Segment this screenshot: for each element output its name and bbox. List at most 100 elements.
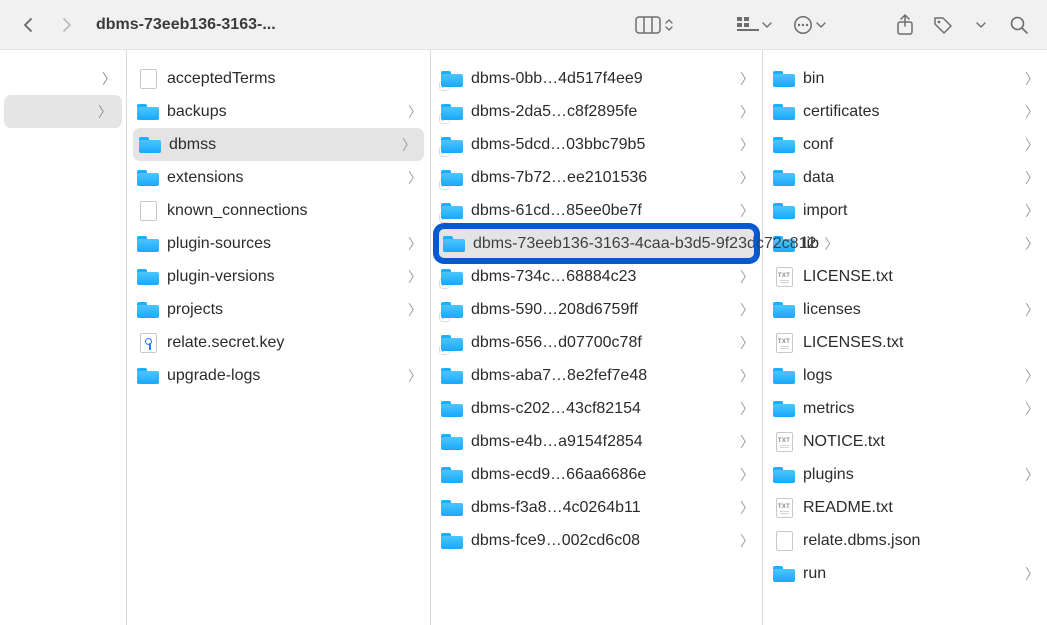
list-item[interactable]: relate.dbms.json <box>763 524 1047 557</box>
list-item[interactable]: projects 〉 <box>127 293 430 326</box>
folder-icon <box>137 366 159 386</box>
list-item[interactable]: ↗dbms-61cd…85ee0be7f〉 <box>431 194 762 227</box>
list-item[interactable]: conf 〉 <box>763 128 1047 161</box>
chevron-right-icon: 〉 <box>1025 465 1039 485</box>
list-item-label: dbms-734c…68884c23 <box>471 268 732 286</box>
chevron-right-icon: 〉 <box>740 432 754 452</box>
text-file-icon <box>773 498 795 518</box>
list-item[interactable]: relate.secret.key <box>127 326 430 359</box>
column-1[interactable]: acceptedTerms backups〉dbmss〉extensions〉kn… <box>127 50 431 625</box>
column-0[interactable]: 〉〉 <box>0 50 127 625</box>
list-item[interactable]: metrics〉 <box>763 392 1047 425</box>
list-item[interactable]: ↗dbms-2da5…c8f2895fe〉 <box>431 95 762 128</box>
folder-icon <box>137 234 159 254</box>
column-2[interactable]: ↗dbms-0bb…4d517f4ee9〉↗dbms-2da5…c8f2895f… <box>431 50 763 625</box>
list-item-label: dbms-c202…43cf82154 <box>471 400 732 418</box>
chevron-right-icon: 〉 <box>740 102 754 122</box>
list-item[interactable]: plugins〉 <box>763 458 1047 491</box>
share-button[interactable] <box>891 11 919 39</box>
folder-icon <box>441 399 463 419</box>
list-item[interactable]: LICENSE.txt <box>763 260 1047 293</box>
list-item[interactable]: import〉 <box>763 194 1047 227</box>
list-item[interactable]: acceptedTerms <box>127 62 430 95</box>
chevron-right-icon: 〉 <box>1025 168 1039 188</box>
folder-alias-icon: ↗ <box>441 135 463 155</box>
chevron-right-icon: 〉 <box>740 498 754 518</box>
list-item[interactable]: dbms-aba7…8e2fef7e48〉 <box>431 359 762 392</box>
list-item[interactable]: ↗dbms-5dcd…03bbc79b5〉 <box>431 128 762 161</box>
list-item[interactable]: upgrade-logs〉 <box>127 359 430 392</box>
list-item[interactable]: logs〉 <box>763 359 1047 392</box>
search-button[interactable] <box>1005 11 1033 39</box>
list-item[interactable]: data〉 <box>763 161 1047 194</box>
chevron-right-icon: 〉 <box>740 69 754 89</box>
folder-alias-icon: ↗ <box>441 168 463 188</box>
list-item[interactable]: NOTICE.txt <box>763 425 1047 458</box>
overflow-dropdown-button[interactable] <box>967 11 995 39</box>
list-item[interactable]: ↗ dbms-734c…68884c23 〉 <box>431 260 762 293</box>
folder-icon <box>773 201 795 221</box>
list-item-label: plugin-versions <box>167 268 400 286</box>
list-item[interactable]: ↗dbms-656…d07700c78f〉 <box>431 326 762 359</box>
list-item-label: acceptedTerms <box>167 70 422 88</box>
nav-back-button[interactable] <box>14 11 42 39</box>
list-item[interactable]: ↗dbms-590…208d6759ff〉 <box>431 293 762 326</box>
list-item[interactable]: README.txt <box>763 491 1047 524</box>
chevron-right-icon: 〉 <box>740 465 754 485</box>
list-item[interactable]: LICENSES.txt <box>763 326 1047 359</box>
folder-icon <box>137 102 159 122</box>
folder-alias-icon: ↗ <box>441 267 463 287</box>
sidebar-item[interactable]: 〉 <box>4 95 122 128</box>
chevron-right-icon: 〉 <box>102 69 116 89</box>
nav-forward-button[interactable] <box>52 11 80 39</box>
list-item[interactable]: dbms-fce9…002cd6c08〉 <box>431 524 762 557</box>
toolbar: dbms-73eeb136-3163-... <box>0 0 1047 50</box>
list-item[interactable]: dbms-73eeb136-3163-4caa-b3d5-9f23dc72c81… <box>437 227 756 260</box>
key-file-icon <box>137 333 159 353</box>
action-menu-button[interactable] <box>793 15 827 35</box>
list-item[interactable]: ↗dbms-0bb…4d517f4ee9〉 <box>431 62 762 95</box>
list-item[interactable]: dbms-f3a8…4c0264b11〉 <box>431 491 762 524</box>
list-item[interactable]: extensions〉 <box>127 161 430 194</box>
list-item[interactable]: certificates〉 <box>763 95 1047 128</box>
sidebar-item[interactable]: 〉 <box>0 62 126 95</box>
list-item[interactable]: bin〉 <box>763 62 1047 95</box>
list-item-label: conf <box>803 136 1017 154</box>
list-item[interactable]: backups〉 <box>127 95 430 128</box>
list-item[interactable]: known_connections <box>127 194 430 227</box>
list-item-label: LICENSES.txt <box>803 334 1039 352</box>
view-columns-button[interactable] <box>635 16 675 34</box>
list-item-label: dbms-7b72…ee2101536 <box>471 169 732 187</box>
list-item-label: NOTICE.txt <box>803 433 1039 451</box>
list-item[interactable]: dbms-ecd9…66aa6686e〉 <box>431 458 762 491</box>
group-by-button[interactable] <box>737 17 773 33</box>
list-item[interactable]: ↗dbms-7b72…ee2101536〉 <box>431 161 762 194</box>
list-item[interactable]: plugin-versions〉 <box>127 260 430 293</box>
list-item-label: projects <box>167 301 400 319</box>
folder-icon <box>773 465 795 485</box>
list-item[interactable]: dbms-c202…43cf82154〉 <box>431 392 762 425</box>
chevron-right-icon: 〉 <box>740 300 754 320</box>
list-item[interactable]: plugin-sources〉 <box>127 227 430 260</box>
chevron-right-icon: 〉 <box>1025 234 1039 254</box>
list-item-label: dbms-61cd…85ee0be7f <box>471 202 732 220</box>
document-icon <box>137 69 159 89</box>
list-item[interactable]: licenses〉 <box>763 293 1047 326</box>
chevron-right-icon: 〉 <box>740 267 754 287</box>
chevron-right-icon: 〉 <box>408 234 422 254</box>
window-title: dbms-73eeb136-3163-... <box>96 16 276 34</box>
folder-alias-icon: ↗ <box>441 333 463 353</box>
chevron-right-icon: 〉 <box>98 102 112 122</box>
column-3[interactable]: bin〉certificates〉conf〉data〉import〉lib〉LI… <box>763 50 1047 625</box>
list-item-label: dbms-590…208d6759ff <box>471 301 732 319</box>
chevron-right-icon: 〉 <box>1025 135 1039 155</box>
column-view: 〉〉 acceptedTermsbackups〉dbmss〉extensions… <box>0 50 1047 625</box>
tag-button[interactable] <box>929 11 957 39</box>
chevron-right-icon: 〉 <box>1025 399 1039 419</box>
list-item[interactable]: dbmss〉 <box>133 128 424 161</box>
list-item[interactable]: run〉 <box>763 557 1047 590</box>
chevron-right-icon: 〉 <box>1025 366 1039 386</box>
list-item[interactable]: dbms-e4b…a9154f2854〉 <box>431 425 762 458</box>
chevron-right-icon: 〉 <box>408 300 422 320</box>
folder-icon <box>441 531 463 551</box>
